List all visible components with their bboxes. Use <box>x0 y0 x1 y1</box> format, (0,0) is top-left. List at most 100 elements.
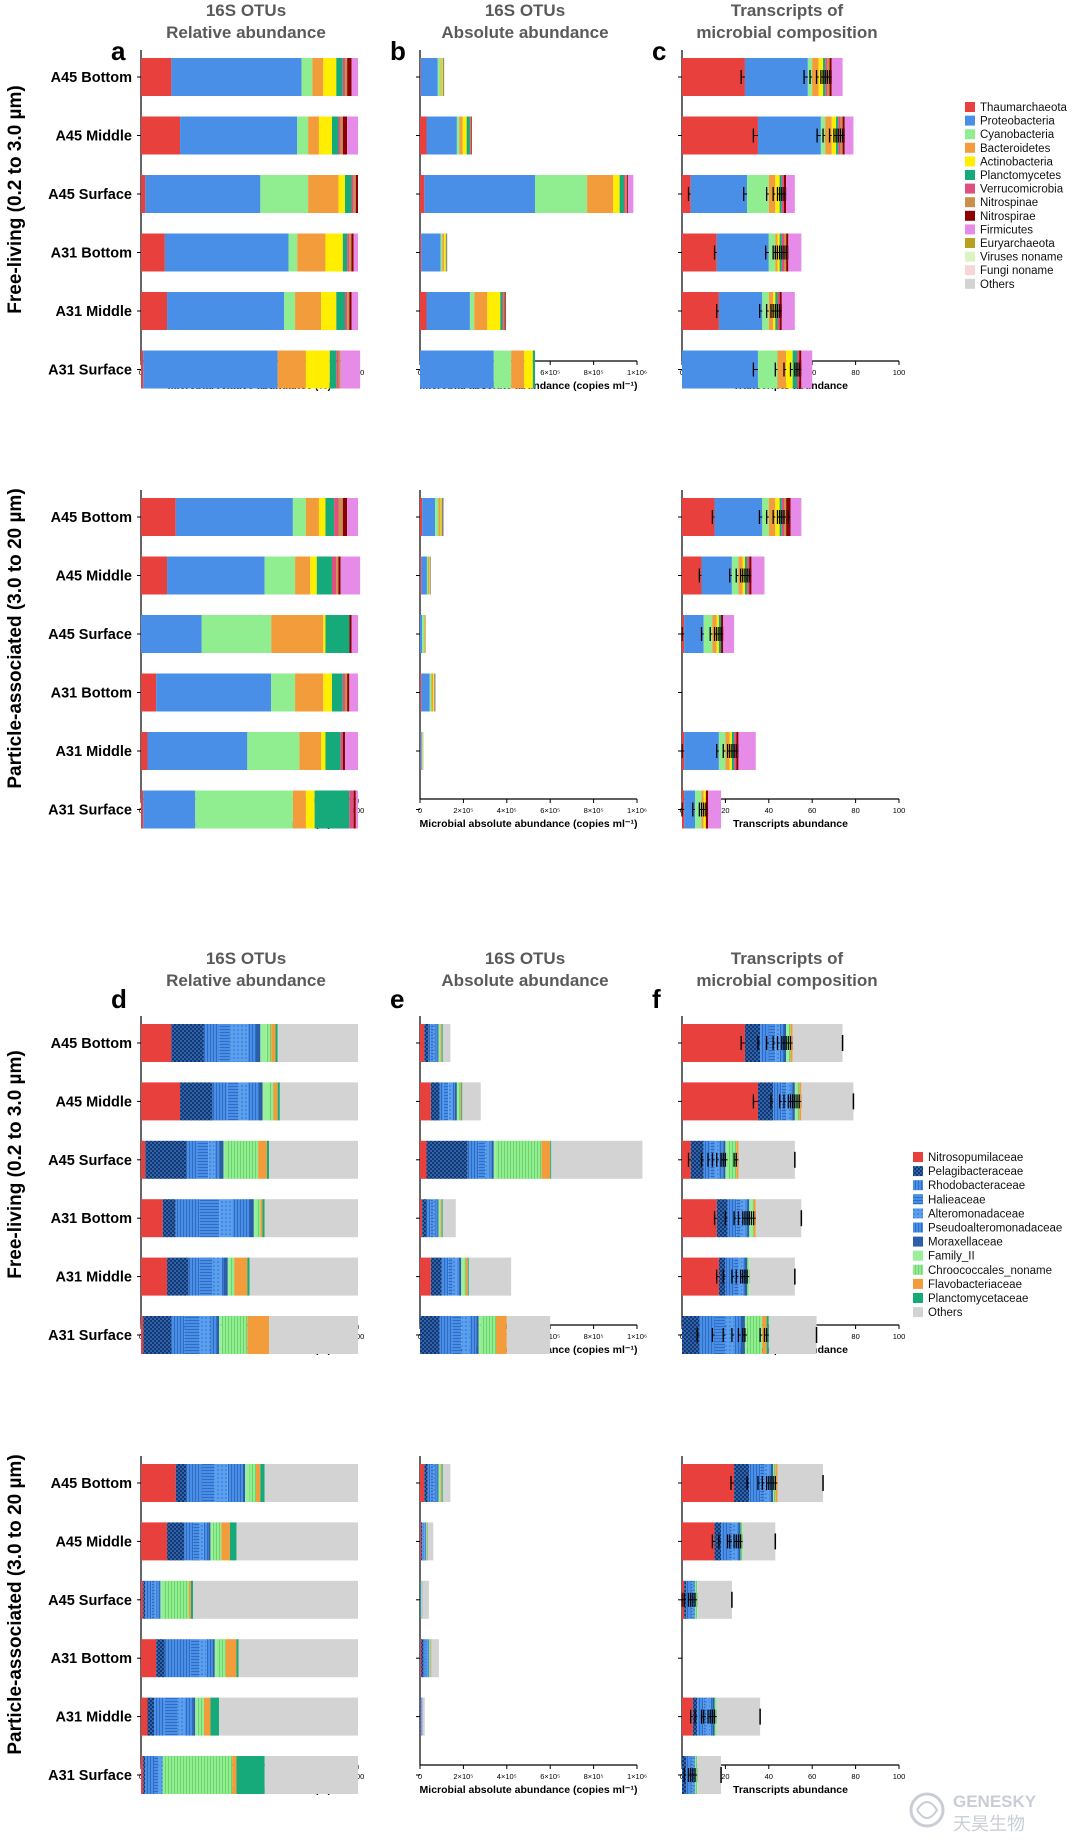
sample-label: A45 Middle <box>55 569 132 585</box>
bar-segment <box>141 1199 163 1238</box>
column-header-line1: 16S OTUs <box>206 1 286 20</box>
bar-segment <box>440 1199 442 1238</box>
legend-swatch <box>913 1236 923 1247</box>
bar-segment <box>420 498 423 536</box>
bar-segment <box>440 58 442 96</box>
bar-segment <box>511 350 525 389</box>
legend-swatch <box>913 1180 923 1191</box>
bar-segment <box>347 292 350 330</box>
bar-segment <box>344 732 358 770</box>
bar-segment <box>424 1024 429 1062</box>
bar-segment <box>716 1697 761 1736</box>
bar-segment <box>625 175 627 213</box>
bar-segment <box>435 498 439 536</box>
legend-label: Nitrospinae <box>980 197 1038 209</box>
bar-segment <box>177 1697 185 1736</box>
bar-segment <box>420 58 421 96</box>
bar-segment <box>323 615 326 653</box>
panel-f: 020406080100Transcripts abundance0204060… <box>678 1016 905 1796</box>
bar-segment <box>271 1024 276 1062</box>
bar-segment <box>256 1024 261 1062</box>
bar-segment <box>141 1697 148 1736</box>
bar-segment <box>253 1199 257 1238</box>
bar-segment <box>301 58 313 96</box>
legend-swatch <box>913 1264 923 1275</box>
bar-segment <box>141 350 144 389</box>
bar-segment <box>448 1082 453 1121</box>
sample-label: A45 Middle <box>55 129 132 145</box>
sample-label: A31 Middle <box>55 744 132 760</box>
bar-segment <box>167 292 285 330</box>
bar-segment <box>227 1082 239 1121</box>
bar-segment <box>430 1082 440 1121</box>
x-tick-label: 80 <box>851 1332 859 1341</box>
bar-segment <box>429 673 432 712</box>
bar-segment <box>199 1199 220 1238</box>
bar-segment <box>154 1756 159 1794</box>
x-axis-label: Transcripts abundance <box>733 1784 848 1796</box>
bar-segment <box>145 1580 152 1619</box>
x-tick-label: 60 <box>808 1772 816 1781</box>
legend-label: Planctomycetes <box>980 170 1061 182</box>
bar-segment <box>421 1580 422 1619</box>
bar-segment <box>627 175 634 213</box>
bar-segment <box>439 1082 444 1121</box>
legend-swatch <box>913 1293 923 1303</box>
x-tick-label: 20 <box>721 806 729 815</box>
bar-segment <box>716 1199 728 1238</box>
bar-segment <box>420 116 427 155</box>
bar-segment <box>438 498 441 536</box>
bar-segment <box>331 673 343 712</box>
bar-segment <box>723 615 735 653</box>
bar-segment <box>232 1199 250 1238</box>
bar-segment <box>421 732 423 770</box>
x-tick-label: 6×10⁵ <box>540 368 560 377</box>
sample-label: A31 Bottom <box>51 1651 132 1667</box>
bar-segment <box>214 1639 217 1678</box>
bar-segment <box>156 673 272 712</box>
bar-segment <box>190 1639 200 1678</box>
sample-label: A45 Bottom <box>51 1036 132 1052</box>
x-axis-label: Microbial absolute abundance (copies ml⁻… <box>420 818 638 830</box>
bar-segment <box>143 350 278 389</box>
bar-segment <box>162 1199 176 1238</box>
bar-segment <box>344 292 348 330</box>
bar-segment <box>682 1024 745 1062</box>
column-header-line1: 16S OTUs <box>485 949 565 968</box>
bar-segment <box>260 175 309 213</box>
bar-segment <box>247 1316 270 1354</box>
bar-segment <box>428 556 430 595</box>
bar-segment <box>141 790 144 829</box>
bar-segment <box>147 1697 155 1736</box>
bar-segment <box>351 615 358 653</box>
column-header-line1: 16S OTUs <box>485 1 565 20</box>
chart-panels: 020406080100Microbial relative abundance… <box>48 50 905 1796</box>
legend-label: Euryarchaeota <box>980 238 1055 250</box>
x-tick-label: 8×10⁵ <box>584 1772 604 1781</box>
bar-segment <box>727 1140 737 1179</box>
bar-segment <box>156 1580 161 1619</box>
bar-segment <box>347 673 350 712</box>
bar-segment <box>212 1522 222 1561</box>
bar-segment <box>506 1316 551 1354</box>
bar-segment <box>184 1522 194 1561</box>
bar-segment <box>347 116 358 155</box>
bar-segment <box>788 233 802 272</box>
bar-segment <box>443 1082 449 1121</box>
bar-segment <box>695 790 702 829</box>
bar-segment <box>210 1697 220 1736</box>
bar-segment <box>141 615 202 653</box>
bar-segment <box>459 1257 462 1296</box>
x-tick-label: 40 <box>765 806 773 815</box>
bar-segment <box>422 615 425 653</box>
bar-segment <box>342 732 345 770</box>
bar-segment <box>812 58 819 96</box>
x-tick-label: 1×10⁶ <box>627 368 647 377</box>
x-tick-label: 6×10⁵ <box>540 806 560 815</box>
bar-segment <box>349 233 352 272</box>
bar-segment <box>461 1316 470 1354</box>
bar-segment <box>141 1140 146 1179</box>
bar-segment <box>340 556 361 595</box>
bar-segment <box>208 1522 211 1561</box>
bar-segment <box>422 1580 429 1619</box>
